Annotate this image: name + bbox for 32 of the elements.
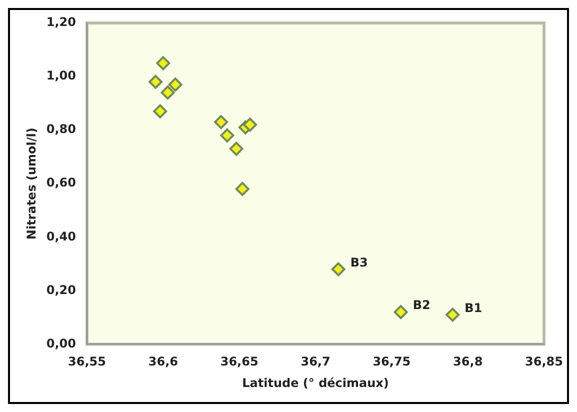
x-tick-label: 36,6 [148,354,178,369]
point [446,308,460,322]
point [156,56,170,70]
x-tick-label: 36,75 [372,354,411,369]
annotation: B2 [412,298,430,312]
point [331,262,346,276]
y-tick-label: 0,20 [46,282,76,297]
x-tick-label: 36,65 [220,354,258,369]
x-axis-title: Latitude (° décimaux) [242,376,389,390]
y-tick-label: 0,40 [46,229,76,244]
point [394,305,408,320]
y-axis-title: Nitrates (umol/l) [24,128,38,240]
y-tick-label: 1,00 [46,68,76,83]
y-tick-label: 0,80 [46,122,76,136]
point [220,128,234,142]
y-tick-label: 0,00 [46,336,76,350]
annotation: B1 [464,300,482,315]
y-tick-label: 1,20 [46,15,76,30]
point [229,142,244,156]
point [153,104,168,118]
point [214,115,228,130]
x-tick-label: 36,85 [525,354,564,369]
x-tick-label: 36,7 [300,354,330,369]
x-tick-label: 36,8 [453,354,483,369]
point [160,86,175,100]
point [168,78,182,92]
x-tick-label: 36,55 [68,354,106,369]
y-tick-label: 0,60 [46,176,76,190]
annotation: B3 [350,255,368,270]
point [148,74,163,89]
point [243,118,258,132]
point [235,182,250,196]
